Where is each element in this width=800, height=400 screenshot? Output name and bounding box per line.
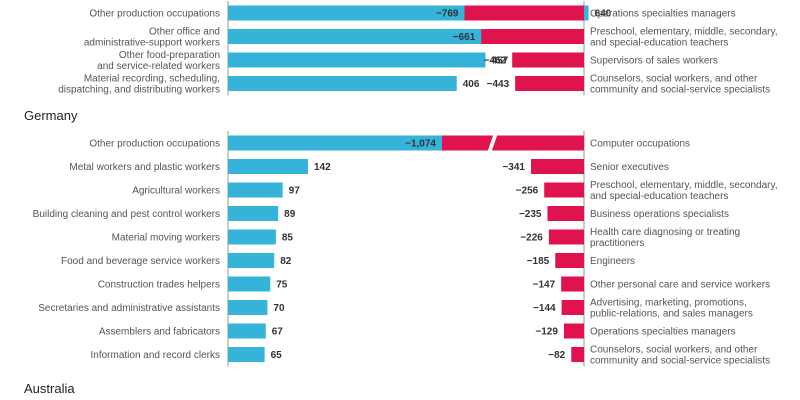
loss-value-label: −144	[533, 303, 556, 314]
loss-category-label: Engineers	[590, 256, 635, 267]
loss-category-label: Advertising, marketing, promotions, publi…	[590, 298, 753, 320]
loss-bar	[481, 29, 584, 44]
gain-bar	[228, 206, 279, 221]
gain-category-label: Metal workers and plastic workers	[69, 162, 220, 173]
loss-value-label: −235	[519, 209, 542, 220]
loss-category-label: Computer occupations	[590, 139, 690, 150]
loss-category-label: Counselors, social workers, and other com…	[590, 74, 770, 96]
gain-value-label: 89	[284, 209, 296, 220]
gain-category-label: Other production occupations	[89, 9, 220, 20]
loss-value-label: −147	[533, 280, 556, 291]
loss-category-label: Business operations specialists	[590, 209, 729, 220]
gain-category-label: Other production occupations	[89, 139, 220, 150]
gain-bar	[228, 76, 457, 91]
gain-category-label: Food and beverage service workers	[61, 256, 220, 267]
gain-bar	[228, 323, 266, 339]
loss-value-label: −661	[453, 32, 476, 43]
gain-category-label: Information and record clerks	[90, 350, 220, 361]
gain-bar	[228, 276, 271, 292]
loss-value-label: −341	[502, 162, 525, 173]
loss-bar	[555, 253, 584, 268]
loss-value-label: −226	[520, 233, 543, 244]
loss-value-label: −769	[436, 9, 459, 20]
gain-bar	[228, 182, 283, 198]
gain-category-label: Secretaries and administrative assistant…	[38, 303, 220, 314]
gain-value-label: 640	[595, 9, 612, 20]
loss-bar	[561, 300, 584, 315]
gain-bar	[228, 253, 275, 268]
gain-value-label: 457	[491, 56, 508, 67]
gain-value-label: 67	[272, 327, 284, 338]
gain-bar	[228, 300, 268, 315]
gain-value-label: 65	[271, 350, 283, 361]
loss-category-label: Preschool, elementary, middle, secondary…	[590, 180, 778, 202]
gain-category-label: Material moving workers	[112, 233, 220, 244]
axis-break-mark	[487, 133, 498, 153]
gain-value-label: 85	[282, 233, 294, 244]
loss-bar	[561, 276, 584, 292]
gain-value-label: 70	[273, 303, 285, 314]
loss-value-label: −82	[548, 350, 565, 361]
loss-value-label: −1,074	[405, 139, 436, 150]
gain-value-label: 142	[314, 162, 331, 173]
loss-category-label: Operations specialties managers	[590, 9, 736, 20]
gain-value-label: 82	[280, 256, 292, 267]
gain-bar	[228, 52, 486, 68]
gain-category-label: Other food-preparation and service-relate…	[97, 50, 220, 72]
loss-category-label: Operations specialties managers	[590, 327, 736, 338]
loss-bar	[544, 182, 584, 198]
loss-bar	[571, 347, 584, 362]
loss-bar	[563, 323, 584, 339]
loss-value-label: −185	[527, 256, 550, 267]
section-title: Germany	[24, 108, 78, 123]
loss-bar	[548, 229, 584, 245]
gain-bar	[228, 347, 265, 362]
gain-category-label: Material recording, scheduling, dispatchi…	[58, 74, 220, 96]
gain-bar	[228, 29, 543, 44]
gain-value-label: 406	[463, 79, 480, 90]
gain-category-label: Building cleaning and pest control worke…	[33, 209, 220, 220]
loss-value-label: −443	[487, 79, 510, 90]
loss-category-label: Health care diagnosing or treating practi…	[590, 227, 740, 249]
loss-bar	[547, 206, 584, 221]
section-title: Australia	[24, 381, 75, 396]
loss-value-label: −129	[535, 327, 558, 338]
loss-category-label: Other personal care and service workers	[590, 280, 770, 291]
gain-category-label: Other office and administrative-support w…	[84, 27, 220, 49]
loss-bar	[464, 5, 584, 21]
loss-bar	[515, 76, 584, 91]
loss-category-label: Senior executives	[590, 162, 669, 173]
loss-value-label: −462	[484, 56, 507, 67]
loss-bar	[531, 159, 584, 174]
loss-bar	[512, 52, 584, 68]
gain-category-label: Assemblers and fabricators	[99, 327, 220, 338]
gain-category-label: Agricultural workers	[132, 186, 220, 197]
loss-category-label: Preschool, elementary, middle, secondary…	[590, 27, 778, 49]
loss-category-label: Counselors, social workers, and other com…	[590, 345, 770, 367]
loss-value-label: −256	[516, 186, 539, 197]
gain-value-label: 75	[276, 280, 288, 291]
gain-value-label: 97	[289, 186, 301, 197]
loss-bar	[442, 135, 584, 151]
gain-bar	[228, 229, 276, 245]
gain-category-label: Construction trades helpers	[98, 280, 220, 291]
loss-category-label: Supervisors of sales workers	[590, 56, 718, 67]
gain-bar	[228, 159, 308, 174]
